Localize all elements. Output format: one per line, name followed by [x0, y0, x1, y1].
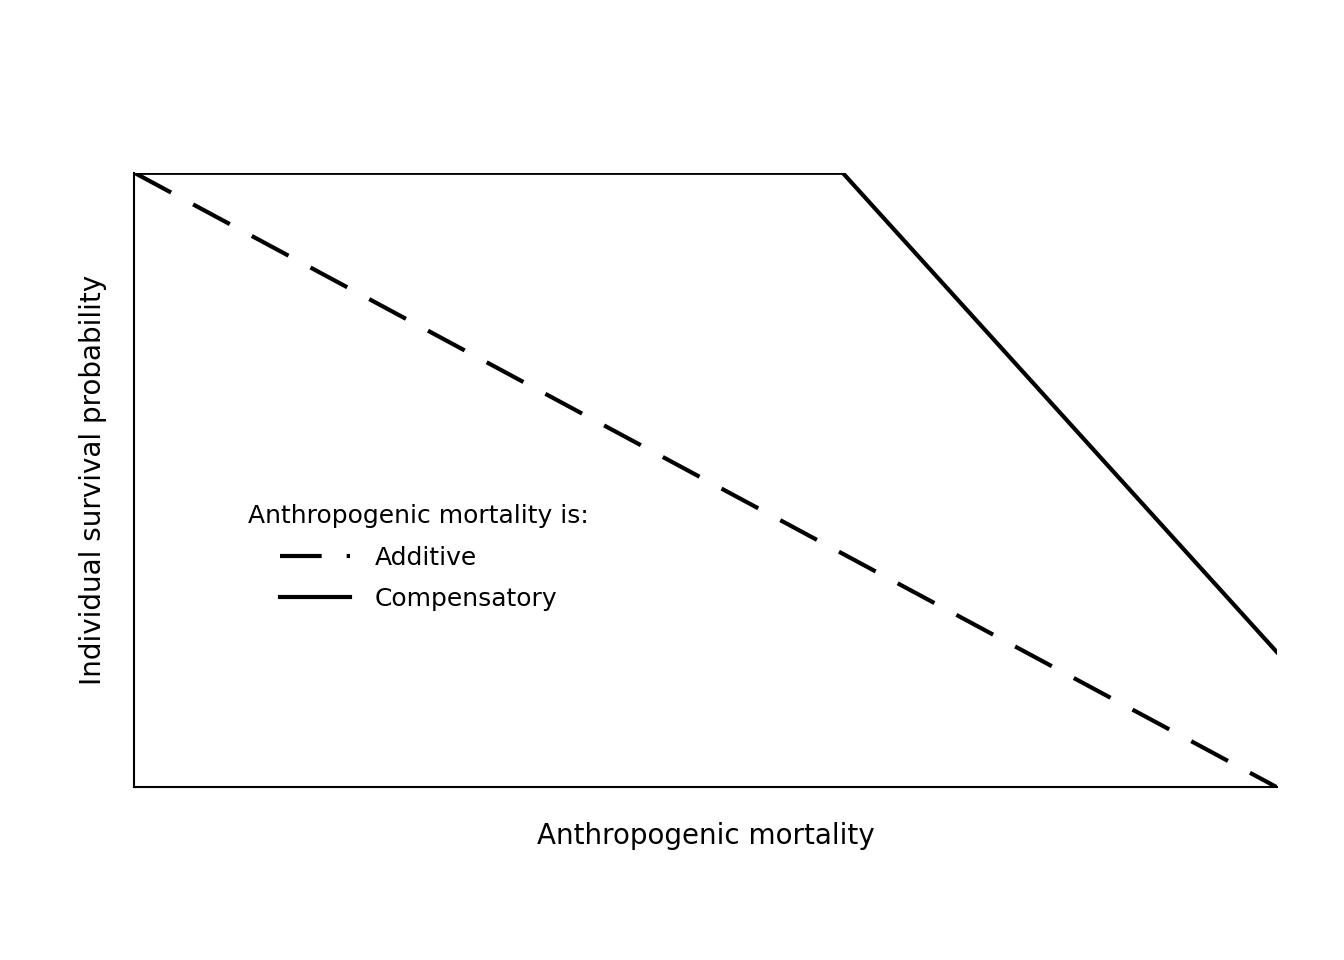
Legend: Additive, Compensatory: Additive, Compensatory: [238, 494, 599, 621]
X-axis label: Anthropogenic mortality: Anthropogenic mortality: [536, 822, 875, 850]
Y-axis label: Individual survival probability: Individual survival probability: [78, 275, 106, 685]
